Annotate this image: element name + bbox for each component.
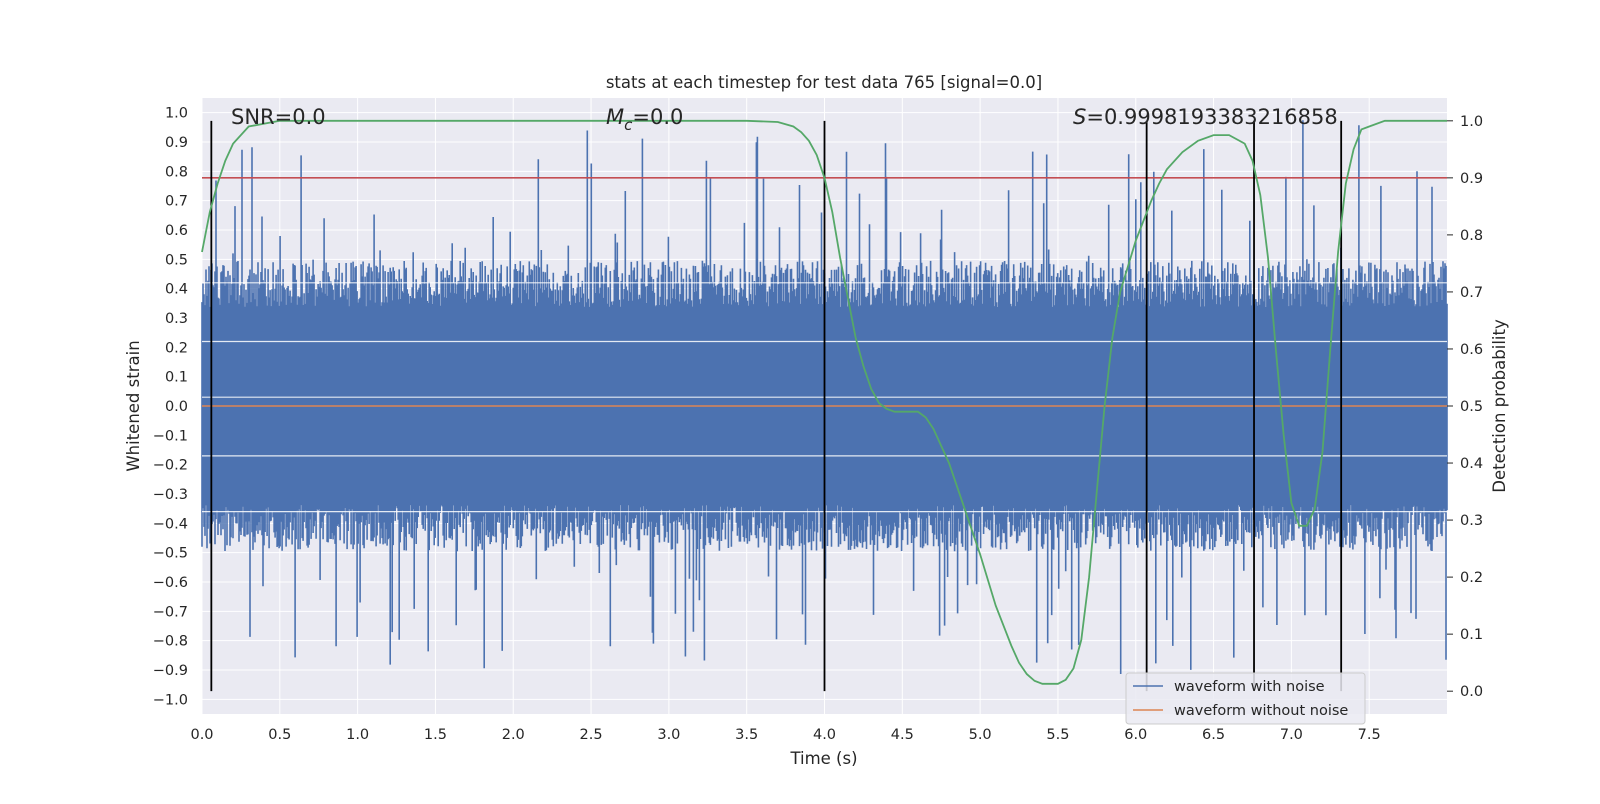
chirp-mass-subscript: c — [624, 116, 633, 134]
score-value: =0.9998193383216858 — [1086, 105, 1337, 129]
legend: waveform with noise waveform without noi… — [1125, 672, 1366, 725]
y-right-tick-label: 0.3 — [1460, 513, 1483, 529]
y-right-tick-label: 0.1 — [1460, 627, 1483, 643]
y-left-tick-label: −0.9 — [153, 663, 188, 679]
snr-annotation: SNR=0.0 — [231, 105, 326, 129]
y-left-tick-label: 0.3 — [165, 311, 188, 327]
y-left-tick-label: −0.8 — [153, 634, 188, 650]
y-left-tick-label: 0.1 — [165, 370, 188, 386]
y-left-tick-label: 0.8 — [165, 164, 188, 180]
x-tick-label: 7.5 — [1358, 727, 1381, 743]
x-tick-label: 1.0 — [346, 727, 369, 743]
y-left-tick-label: 0.4 — [165, 282, 188, 298]
legend-label-waveform-without-noise: waveform without noise — [1174, 703, 1348, 719]
y-right-tick-label: 0.9 — [1460, 171, 1483, 187]
x-tick-label: 6.0 — [1124, 727, 1147, 743]
x-tick-label: 3.0 — [657, 727, 680, 743]
legend-box — [1125, 672, 1366, 725]
y-right-tick-label: 0.5 — [1460, 399, 1483, 415]
y-right-tick-label: 0.0 — [1460, 684, 1483, 700]
x-tick-label: 1.5 — [424, 727, 447, 743]
y-right-tick-label: 1.0 — [1460, 114, 1483, 130]
y-left-tick-label: 0.7 — [165, 194, 188, 210]
detection-probability-line — [201, 119, 1447, 685]
y-left-tick-label: −0.1 — [153, 428, 188, 444]
y-left-tick-label: −0.5 — [153, 546, 188, 562]
y-left-tick-label: 0.6 — [165, 223, 188, 239]
y-right-tick-label: 0.2 — [1460, 570, 1483, 586]
y-left-tick-label: −0.7 — [153, 604, 188, 620]
x-tick-label: 6.5 — [1202, 727, 1225, 743]
tick-layer: 0.0 0.5 1.0 1.5 2.0 2.5 3.0 3.5 4.0 4.5 5.0 5.5 6.0 6… — [153, 106, 1483, 743]
x-axis-label: Time (s) — [789, 749, 857, 768]
x-tick-label: 5.5 — [1046, 727, 1069, 743]
y-left-tick-label: 0.0 — [165, 399, 188, 415]
noise-series — [201, 120, 1448, 674]
x-tick-label: 7.0 — [1280, 727, 1303, 743]
y-right-tick-label: 0.7 — [1460, 285, 1483, 301]
score-symbol: S — [1073, 105, 1086, 129]
y-left-tick-label: −0.2 — [153, 458, 188, 474]
y-left-tick-label: 0.9 — [165, 135, 188, 151]
x-tick-label: 4.0 — [813, 727, 836, 743]
y-left-tick-label: −0.3 — [153, 487, 188, 503]
waveform-with-noise-line — [201, 120, 1448, 674]
y-left-tick-label: 0.5 — [165, 252, 188, 268]
chirp-mass-value: =0.0 — [632, 105, 683, 129]
y-left-tick-label: −0.6 — [153, 575, 188, 591]
x-tick-label: 2.0 — [502, 727, 525, 743]
x-tick-label: 2.5 — [580, 727, 603, 743]
x-tick-label: 4.5 — [891, 727, 914, 743]
y-left-tick-label: 0.2 — [165, 340, 188, 356]
y-right-tick-label: 0.8 — [1460, 228, 1483, 244]
legend-label-waveform-with-noise: waveform with noise — [1174, 679, 1325, 695]
x-tick-label: 3.5 — [735, 727, 758, 743]
y-axis-label-left: Whitened strain — [124, 340, 143, 471]
y-right-tick-label: 0.6 — [1460, 342, 1483, 358]
y-left-tick-label: −1.0 — [153, 692, 188, 708]
score-annotation: S=0.9998193383216858 — [1073, 105, 1338, 129]
x-tick-label: 0.5 — [268, 727, 291, 743]
y-right-tick-label: 0.4 — [1460, 456, 1483, 472]
chirp-mass-symbol: M — [606, 105, 624, 129]
y-axis-label-right: Detection probability — [1490, 319, 1509, 493]
line-layer — [201, 119, 1447, 692]
chart-title: stats at each timestep for test data 765… — [606, 73, 1042, 92]
y-left-tick-label: 1.0 — [165, 106, 188, 122]
chirp-mass-annotation: Mc=0.0 — [606, 105, 683, 134]
x-tick-label: 5.0 — [969, 727, 992, 743]
y-left-tick-label: −0.4 — [153, 516, 188, 532]
x-tick-label: 0.0 — [190, 727, 213, 743]
